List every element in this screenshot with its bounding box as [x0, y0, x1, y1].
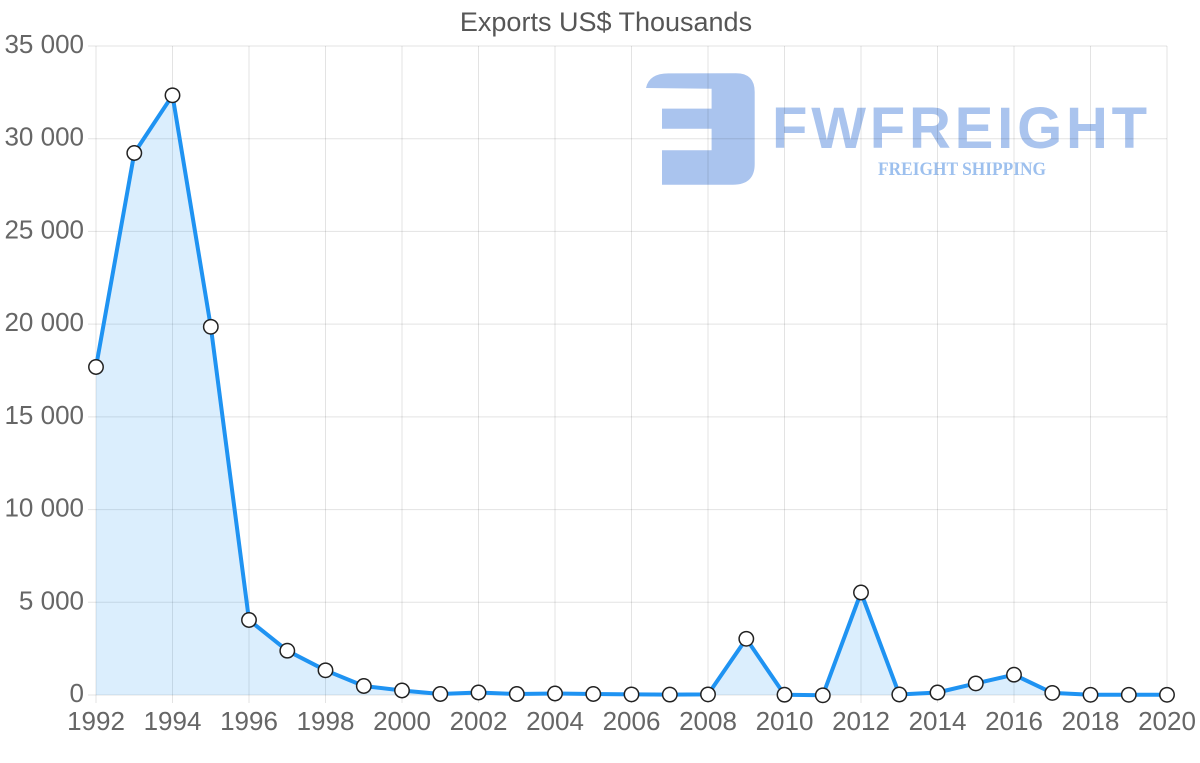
svg-text:20 000: 20 000 — [4, 307, 84, 337]
svg-text:30 000: 30 000 — [4, 122, 84, 152]
svg-text:35 000: 35 000 — [4, 29, 84, 59]
svg-text:FREIGHT SHIPPING: FREIGHT SHIPPING — [878, 159, 1046, 180]
svg-text:1992: 1992 — [67, 706, 125, 736]
svg-text:2002: 2002 — [450, 706, 508, 736]
svg-text:15 000: 15 000 — [4, 400, 84, 430]
svg-text:2006: 2006 — [603, 706, 661, 736]
svg-text:2004: 2004 — [526, 706, 584, 736]
svg-text:2018: 2018 — [1062, 706, 1120, 736]
svg-text:1996: 1996 — [220, 706, 278, 736]
svg-text:2014: 2014 — [909, 706, 967, 736]
svg-text:0: 0 — [70, 678, 84, 708]
svg-text:2016: 2016 — [985, 706, 1043, 736]
svg-text:2010: 2010 — [756, 706, 814, 736]
svg-text:5 000: 5 000 — [19, 585, 84, 615]
svg-text:FWFREIGHT: FWFREIGHT — [772, 96, 1151, 161]
svg-text:10 000: 10 000 — [4, 493, 84, 523]
svg-text:2020: 2020 — [1138, 706, 1196, 736]
svg-text:Exports US$ Thousands: Exports US$ Thousands — [460, 7, 752, 37]
svg-text:25 000: 25 000 — [4, 214, 84, 244]
svg-text:1994: 1994 — [144, 706, 202, 736]
svg-text:1998: 1998 — [297, 706, 355, 736]
svg-text:2000: 2000 — [373, 706, 431, 736]
svg-text:2008: 2008 — [679, 706, 737, 736]
svg-text:2012: 2012 — [832, 706, 890, 736]
